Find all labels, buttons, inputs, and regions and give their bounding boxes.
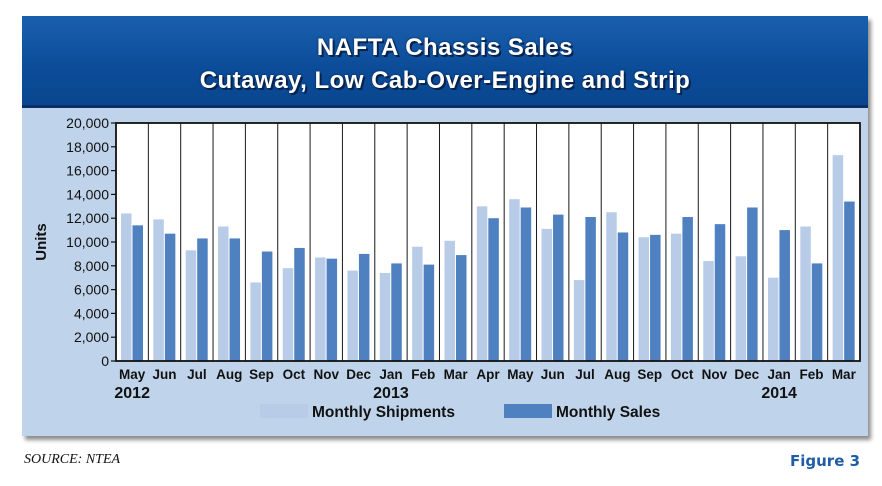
bar-sales (650, 234, 661, 361)
x-tick-label: Aug (216, 367, 242, 382)
year-label: 2012 (114, 385, 150, 402)
x-tick-label: Nov (314, 367, 340, 382)
bar-sales (488, 218, 499, 361)
x-tick-label: Oct (283, 367, 306, 382)
bar-sales (747, 207, 758, 361)
bar-chart: 0 2,000 4,000 6,000 8,000 10,000 12,000 14,000 1… (33, 115, 861, 421)
bar-sales (779, 230, 790, 361)
y-axis-label: Units (33, 223, 50, 261)
bar-shipments (638, 237, 650, 361)
x-tick-label: Aug (604, 367, 630, 382)
y-tick-label: 20,000 (66, 115, 109, 131)
chart-header: NAFTA Chassis Sales Cutaway, Low Cab-Ove… (22, 16, 868, 108)
bar-shipments (412, 246, 423, 361)
bar-shipments (315, 257, 326, 361)
bar-shipments (121, 213, 132, 361)
x-tick-label: Mar (444, 367, 469, 382)
x-tick-label: May (507, 367, 534, 382)
bar-sales (261, 251, 273, 361)
y-tick-label: 18,000 (66, 139, 109, 155)
y-tick-label: 12,000 (66, 210, 109, 226)
bar-sales (455, 255, 467, 361)
bar-sales (553, 214, 564, 361)
x-tick-label: Feb (411, 367, 435, 382)
bar-sales (844, 201, 855, 361)
legend-swatch-sales (504, 404, 552, 418)
bar-shipments (832, 155, 844, 361)
bar-shipments (250, 282, 261, 361)
bar-shipments (606, 212, 617, 361)
x-tick-label: Apr (476, 367, 500, 382)
year-label: 2013 (373, 385, 409, 402)
bar-shipments (347, 270, 358, 361)
chart-frame: NAFTA Chassis Sales Cutaway, Low Cab-Ove… (22, 16, 868, 436)
chart-subtitle: Cutaway, Low Cab-Over-Engine and Strip (199, 67, 691, 94)
bar-shipments (573, 280, 585, 361)
x-tick-label: Dec (346, 367, 371, 382)
bar-sales (585, 217, 596, 361)
bar-shipments (735, 256, 747, 361)
x-tick-label: Jan (379, 367, 402, 382)
y-tick-label: 2,000 (74, 329, 109, 345)
y-tick-label: 10,000 (66, 234, 109, 250)
bar-shipments (767, 277, 779, 361)
bar-sales (423, 264, 435, 361)
bar-sales (164, 233, 176, 361)
x-tick-label: Sep (249, 367, 274, 382)
bar-sales (132, 225, 143, 361)
bar-shipments (800, 226, 811, 361)
bar-sales (682, 217, 693, 361)
y-tick-label: 0 (101, 353, 109, 369)
bar-sales (197, 238, 208, 361)
bar-shipments (282, 268, 294, 361)
bar-shipments (379, 272, 391, 361)
y-tick-label: 14,000 (66, 186, 109, 202)
x-tick-label: Jul (575, 367, 595, 382)
bar-shipments (153, 219, 164, 361)
legend-swatch-shipments (260, 404, 308, 418)
source-note: SOURCE: NTEA (24, 452, 121, 467)
figure-label: Figure 3 (790, 452, 861, 470)
bar-shipments (541, 228, 553, 361)
bar-sales (714, 224, 726, 361)
bar-sales (294, 247, 305, 361)
legend-label-sales: Monthly Sales (556, 404, 660, 421)
bar-sales (391, 263, 402, 361)
bar-sales (358, 253, 370, 361)
bar-shipments (703, 261, 714, 361)
bar-shipments (509, 199, 520, 361)
y-tick-label: 16,000 (66, 163, 109, 179)
x-tick-label: Jan (767, 367, 790, 382)
bar-sales (229, 238, 241, 361)
x-tick-label: Jun (541, 367, 565, 382)
x-tick-label: Dec (734, 367, 759, 382)
bar-sales (326, 258, 338, 361)
y-tick-label: 4,000 (74, 305, 109, 321)
bar-shipments (218, 226, 229, 361)
bar-sales (811, 263, 823, 361)
x-tick-label: May (119, 367, 146, 382)
x-tick-label: Feb (799, 367, 823, 382)
x-tick-label: Mar (832, 367, 857, 382)
bar-shipments (670, 233, 682, 361)
bar-sales (520, 207, 532, 361)
bar-sales (617, 232, 629, 361)
bar-shipments (185, 250, 197, 361)
bar-shipments (476, 206, 488, 361)
x-tick-label: Sep (637, 367, 662, 382)
x-tick-label: Nov (702, 367, 728, 382)
x-tick-label: Jun (153, 367, 177, 382)
x-tick-label: Jul (187, 367, 207, 382)
chart-title: NAFTA Chassis Sales (316, 34, 574, 61)
x-tick-label: Oct (671, 367, 694, 382)
bar-shipments (444, 240, 455, 361)
y-tick-label: 8,000 (74, 258, 109, 274)
y-tick-label: 6,000 (74, 282, 109, 298)
legend-label-shipments: Monthly Shipments (312, 404, 455, 421)
year-label: 2014 (761, 385, 797, 402)
